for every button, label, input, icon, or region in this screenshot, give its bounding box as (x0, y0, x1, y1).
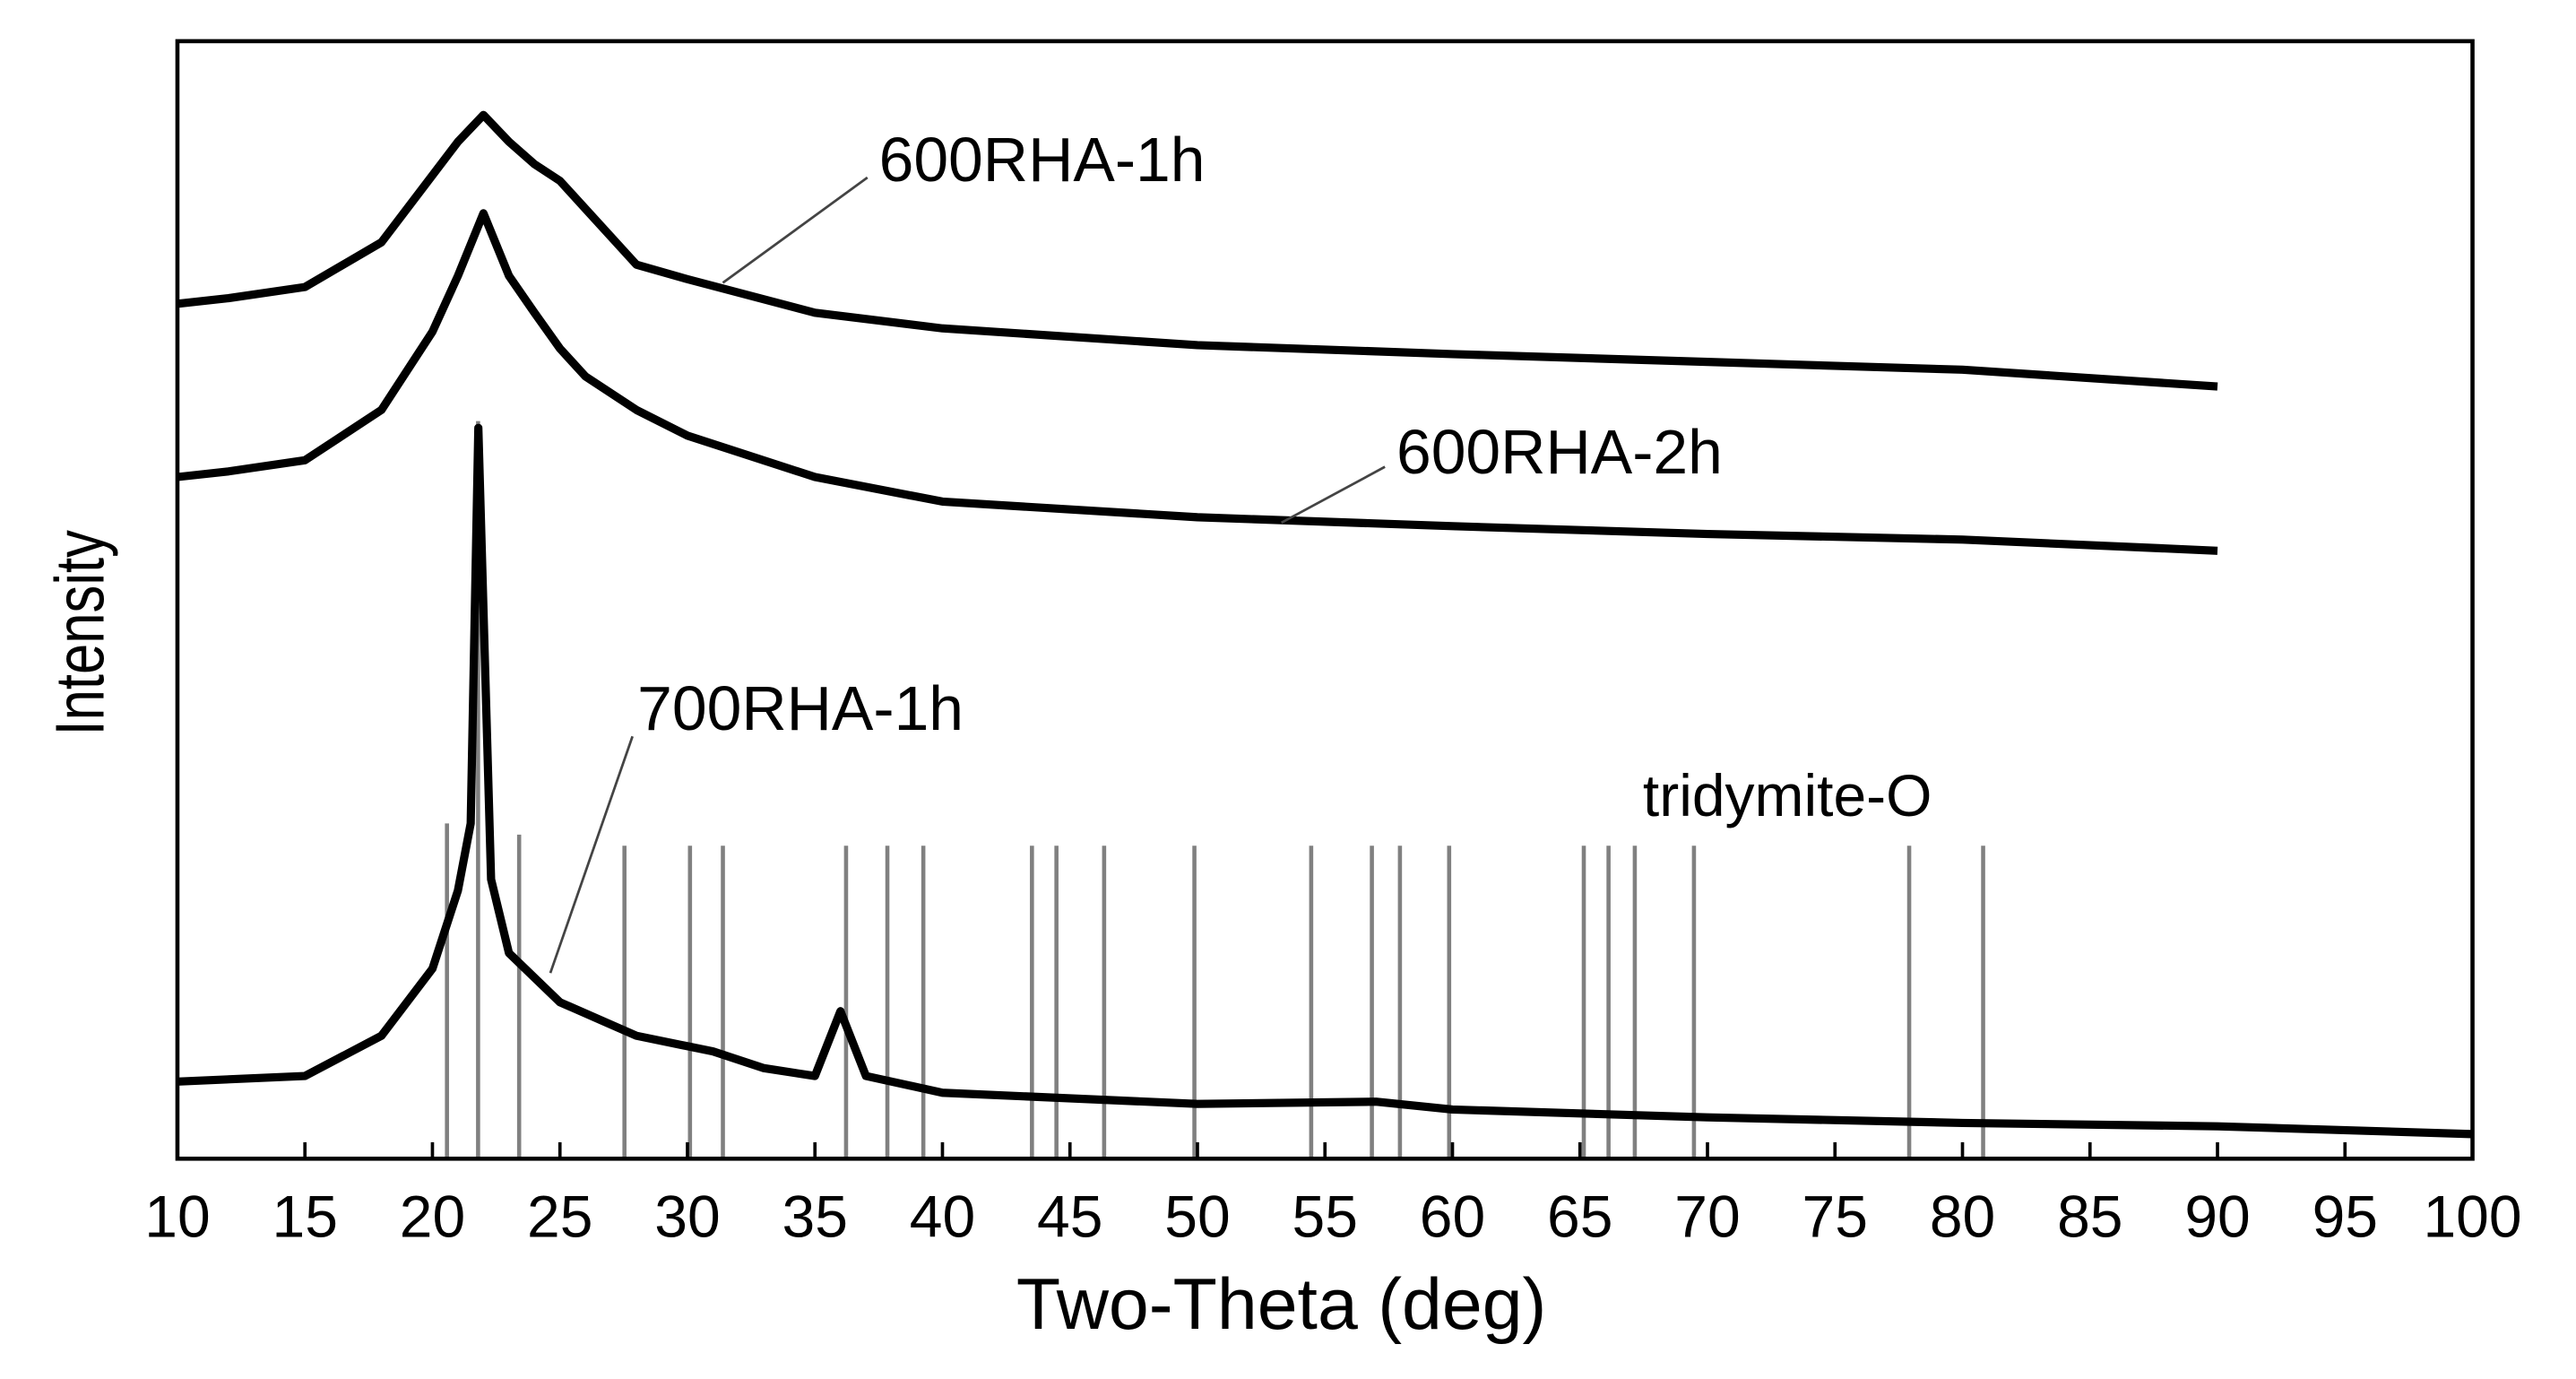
leader-line (722, 176, 869, 284)
x-tick-label: 30 (654, 1183, 720, 1249)
x-axis-label: Two-Theta (deg) (1016, 1264, 1547, 1345)
x-tick-label: 70 (1674, 1183, 1740, 1249)
x-tick-label: 45 (1037, 1183, 1102, 1249)
leader-line (1281, 465, 1386, 525)
x-tick-label: 35 (782, 1183, 848, 1249)
plot-frame (175, 39, 2475, 1161)
x-tick-label: 90 (2184, 1183, 2250, 1249)
x-tick-label: 60 (1420, 1183, 1485, 1249)
series-label: 600RHA-1h (879, 125, 1206, 195)
x-tick-label: 40 (910, 1183, 975, 1249)
data-line (177, 110, 2218, 391)
leader-line (549, 735, 634, 974)
x-tick-label: 95 (2312, 1183, 2378, 1249)
x-tick-label: 50 (1164, 1183, 1230, 1249)
series-label: 700RHA-1h (637, 673, 964, 743)
data-line (177, 423, 2473, 1139)
x-tick-label: 100 (2423, 1183, 2521, 1249)
x-tick-label: 55 (1292, 1183, 1358, 1249)
x-tick-label: 10 (144, 1183, 210, 1249)
x-tick-label: 75 (1802, 1183, 1868, 1249)
x-tick-label: 85 (2057, 1183, 2122, 1249)
series-label: 600RHA-2h (1396, 417, 1723, 487)
data-line (177, 209, 2218, 555)
x-tick-label: 80 (1930, 1183, 1995, 1249)
x-tick-label: 15 (272, 1183, 338, 1249)
x-tick-label: 25 (527, 1183, 592, 1249)
reference-label: tridymite-O (1643, 762, 1932, 828)
x-tick-label: 20 (400, 1183, 465, 1249)
x-tick-label: 65 (1547, 1183, 1612, 1249)
y-axis-label: Intensity (41, 530, 118, 735)
